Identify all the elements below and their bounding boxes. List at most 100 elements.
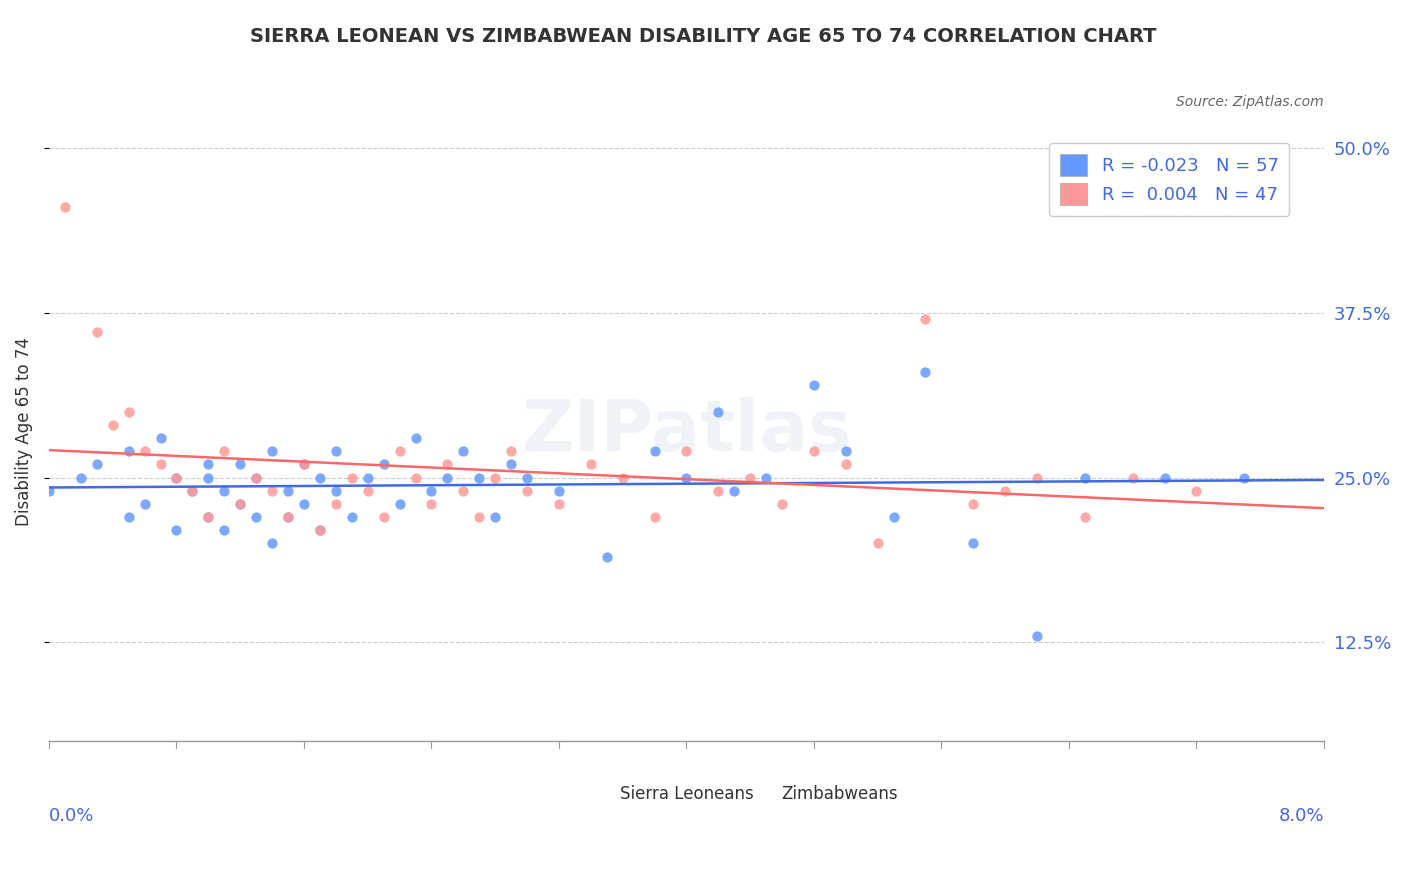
Point [962, 497, 984, 511]
Point [262, 483, 284, 498]
Point [325, 444, 347, 458]
Point [675, 444, 697, 458]
Point [484, 470, 506, 484]
Point [325, 483, 347, 498]
Point [1185, 483, 1208, 498]
Point [229, 497, 252, 511]
Point [1122, 470, 1144, 484]
Point [229, 497, 252, 511]
Point [501, 444, 523, 458]
Point [596, 549, 619, 564]
Point [803, 444, 825, 458]
Point [675, 470, 697, 484]
Point [866, 536, 889, 550]
Point [214, 523, 236, 537]
Text: ZIPatlas: ZIPatlas [522, 397, 852, 466]
Point [197, 510, 219, 524]
Point [516, 470, 538, 484]
Point [644, 444, 666, 458]
Point [292, 458, 315, 472]
Point [835, 444, 858, 458]
Point [405, 470, 427, 484]
Point [548, 483, 571, 498]
Point [292, 458, 315, 472]
Point [962, 536, 984, 550]
Text: Zimbabweans: Zimbabweans [782, 785, 898, 803]
Point [214, 444, 236, 458]
Point [214, 483, 236, 498]
Point [197, 510, 219, 524]
Point [197, 470, 219, 484]
Point [436, 470, 458, 484]
Point [86, 458, 108, 472]
Point [420, 483, 443, 498]
Point [229, 458, 252, 472]
Point [453, 483, 475, 498]
Point [86, 326, 108, 340]
Point [516, 483, 538, 498]
Point [453, 444, 475, 458]
Point [70, 470, 93, 484]
Point [1026, 470, 1049, 484]
Point [340, 470, 363, 484]
Point [707, 404, 730, 418]
Point [579, 458, 602, 472]
Point [53, 200, 76, 214]
Point [245, 470, 267, 484]
Point [118, 444, 141, 458]
Point [914, 365, 936, 379]
Text: SIERRA LEONEAN VS ZIMBABWEAN DISABILITY AGE 65 TO 74 CORRELATION CHART: SIERRA LEONEAN VS ZIMBABWEAN DISABILITY … [250, 27, 1156, 45]
Point [388, 444, 411, 458]
Point [1074, 470, 1097, 484]
Point [501, 458, 523, 472]
Point [166, 523, 188, 537]
Point [707, 483, 730, 498]
Point [373, 510, 395, 524]
Point [994, 483, 1017, 498]
Point [197, 458, 219, 472]
Text: 0.0%: 0.0% [49, 807, 94, 825]
Point [245, 470, 267, 484]
Point [245, 510, 267, 524]
Text: Source: ZipAtlas.com: Source: ZipAtlas.com [1177, 95, 1324, 109]
Point [277, 510, 299, 524]
Point [1026, 629, 1049, 643]
Point [405, 431, 427, 445]
Point [770, 497, 793, 511]
Point [292, 497, 315, 511]
Point [740, 470, 762, 484]
Point [388, 497, 411, 511]
Point [468, 510, 491, 524]
Point [420, 497, 443, 511]
Point [1074, 510, 1097, 524]
Point [277, 510, 299, 524]
Point [277, 483, 299, 498]
Text: Sierra Leoneans: Sierra Leoneans [620, 785, 754, 803]
Point [309, 523, 332, 537]
Point [723, 483, 745, 498]
Point [101, 417, 124, 432]
Point [612, 470, 634, 484]
Point [181, 483, 204, 498]
Point [644, 510, 666, 524]
Point [914, 312, 936, 326]
Point [1153, 470, 1175, 484]
Point [149, 431, 172, 445]
Point [262, 444, 284, 458]
Point [357, 470, 380, 484]
Point [883, 510, 905, 524]
Point [340, 510, 363, 524]
Point [134, 497, 156, 511]
Point [325, 497, 347, 511]
Point [755, 470, 778, 484]
Point [468, 470, 491, 484]
Legend: R = -0.023   N = 57, R =  0.004   N = 47: R = -0.023 N = 57, R = 0.004 N = 47 [1049, 143, 1289, 216]
Point [166, 470, 188, 484]
Point [181, 483, 204, 498]
Point [134, 444, 156, 458]
Point [357, 483, 380, 498]
Point [38, 483, 60, 498]
Point [548, 497, 571, 511]
Point [166, 470, 188, 484]
Y-axis label: Disability Age 65 to 74: Disability Age 65 to 74 [15, 337, 32, 525]
